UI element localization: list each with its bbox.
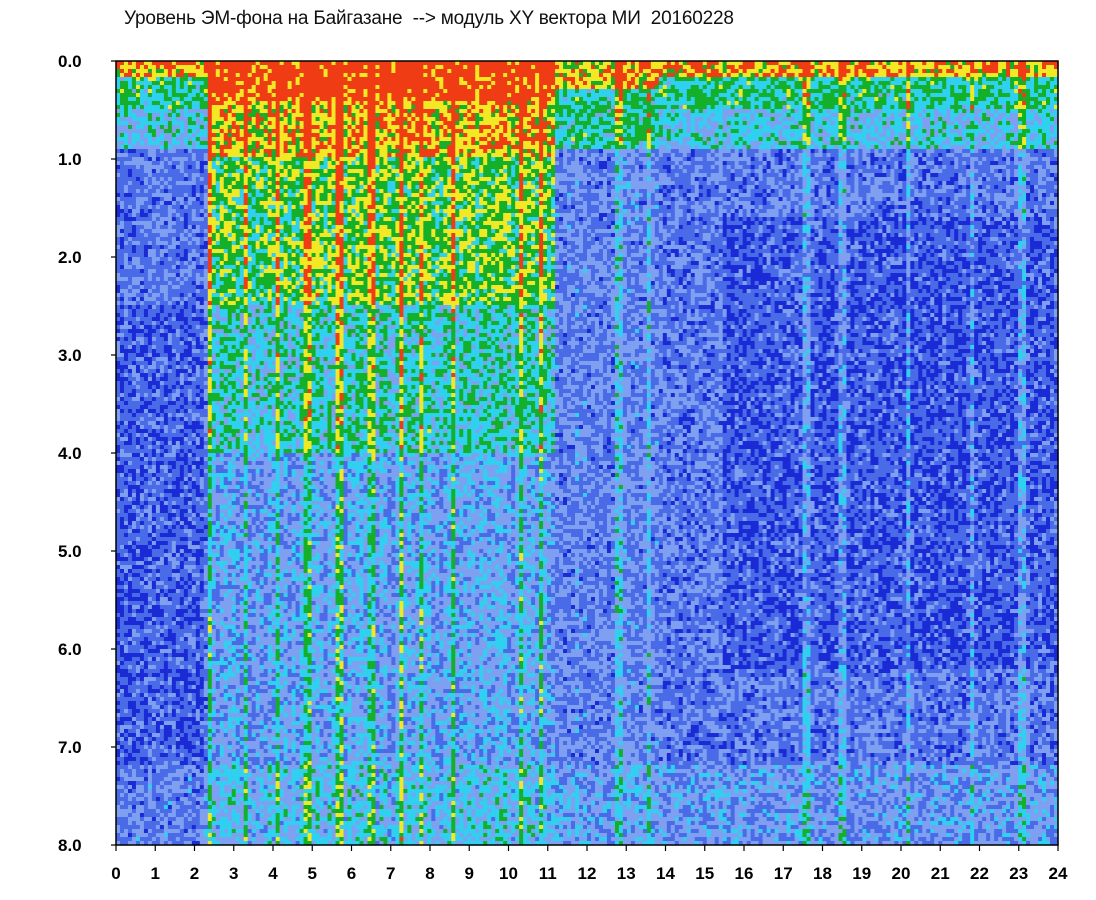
x-axis: 0 1 2 3 4 5 6 7 8 9 10 11 12 13 14 15 16 17 18 19 20 21 22 23 24 (111, 845, 1068, 883)
y-tick-label: 1.0 (58, 150, 82, 169)
x-tick-label: 13 (617, 864, 636, 883)
x-tick-label: 0 (111, 864, 120, 883)
x-tick-label: 14 (656, 864, 675, 883)
x-tick-label: 11 (539, 864, 557, 883)
x-tick-label: 6 (347, 864, 356, 883)
y-tick-label: 3.0 (58, 346, 82, 365)
x-tick-label: 18 (813, 864, 832, 883)
x-tick-label: 3 (229, 864, 238, 883)
y-tick-label: 7.0 (58, 738, 82, 757)
x-tick-label: 9 (465, 864, 474, 883)
x-tick-label: 2 (190, 864, 199, 883)
heatmap-cells (116, 61, 1059, 846)
x-tick-label: 10 (499, 864, 518, 883)
x-tick-label: 16 (735, 864, 754, 883)
x-tick-label: 22 (970, 864, 989, 883)
x-tick-label: 1 (151, 864, 160, 883)
y-tick-label: 6.0 (58, 640, 82, 659)
x-tick-label: 15 (695, 864, 714, 883)
x-tick-label: 5 (308, 864, 317, 883)
y-tick-label: 4.0 (58, 444, 82, 463)
x-tick-label: 4 (268, 864, 278, 883)
y-tick-label: 0.0 (58, 52, 82, 71)
x-tick-label: 21 (931, 864, 950, 883)
y-axis: 0.0 1.0 2.0 3.0 4.0 5.0 6.0 7.0 8.0 (58, 52, 116, 855)
y-tick-label: 2.0 (58, 248, 82, 267)
x-tick-label: 17 (774, 864, 793, 883)
x-tick-label: 23 (1009, 864, 1028, 883)
x-tick-label: 19 (852, 864, 871, 883)
y-tick-label: 5.0 (58, 542, 82, 561)
x-tick-label: 12 (578, 864, 597, 883)
x-tick-label: 7 (386, 864, 395, 883)
x-tick-label: 20 (892, 864, 911, 883)
x-tick-label: 8 (425, 864, 434, 883)
x-tick-label: 24 (1049, 864, 1068, 883)
y-tick-label: 8.0 (58, 836, 82, 855)
